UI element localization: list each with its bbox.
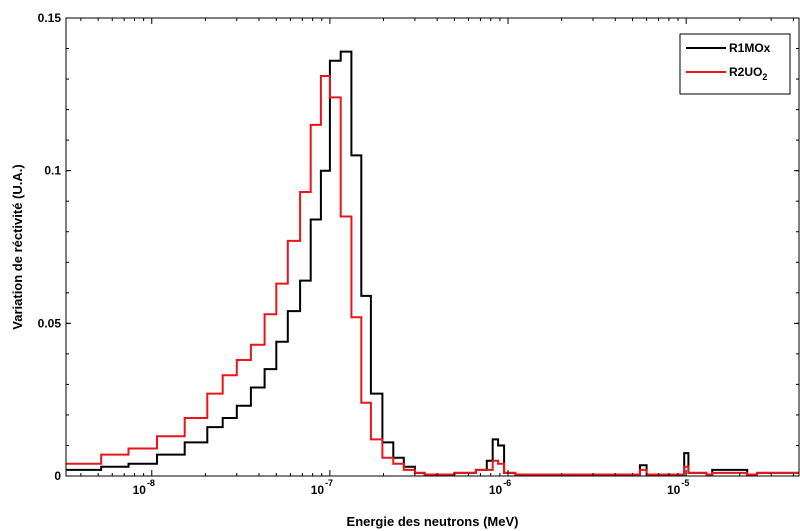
y-tick-label: 0.05	[38, 316, 62, 330]
x-axis-title: Energie des neutrons (MeV)	[347, 514, 519, 529]
legend-box	[679, 33, 791, 95]
y-tick-label: 0	[54, 469, 61, 483]
x-tick-label-base: 10	[133, 483, 147, 497]
legend: R1MOx R2UO2	[679, 33, 791, 95]
x-tick-label: 10-7	[311, 478, 333, 497]
plot-frame	[65, 17, 800, 477]
legend-label-r1mox: R1MOx	[729, 41, 771, 55]
x-tick-label-exponent: -6	[503, 478, 511, 488]
x-tick-label-base: 10	[667, 483, 681, 497]
x-tick-label: 10-5	[667, 478, 689, 497]
x-tick-label: 10-6	[489, 478, 511, 497]
x-tick-label: 10-8	[133, 478, 155, 497]
x-tick-label-base: 10	[489, 483, 503, 497]
plot-area	[66, 18, 799, 476]
y-tick-label: 0.15	[38, 11, 62, 25]
x-tick-label-exponent: -7	[325, 478, 333, 488]
legend-label-r2uo2-main: R2UO	[729, 65, 762, 79]
legend-label-r2uo2: R2UO2	[729, 65, 767, 82]
series-line-r2uo2	[66, 75, 799, 476]
x-tick-label-exponent: -5	[681, 478, 689, 488]
y-tick-label: 0.1	[44, 164, 61, 178]
legend-label-r2uo2-subscript: 2	[762, 72, 767, 82]
x-tick-label-exponent: -8	[147, 478, 155, 488]
x-tick-label-base: 10	[311, 483, 325, 497]
y-axis-title: Variation de réctivité (U.A.)	[10, 164, 25, 329]
